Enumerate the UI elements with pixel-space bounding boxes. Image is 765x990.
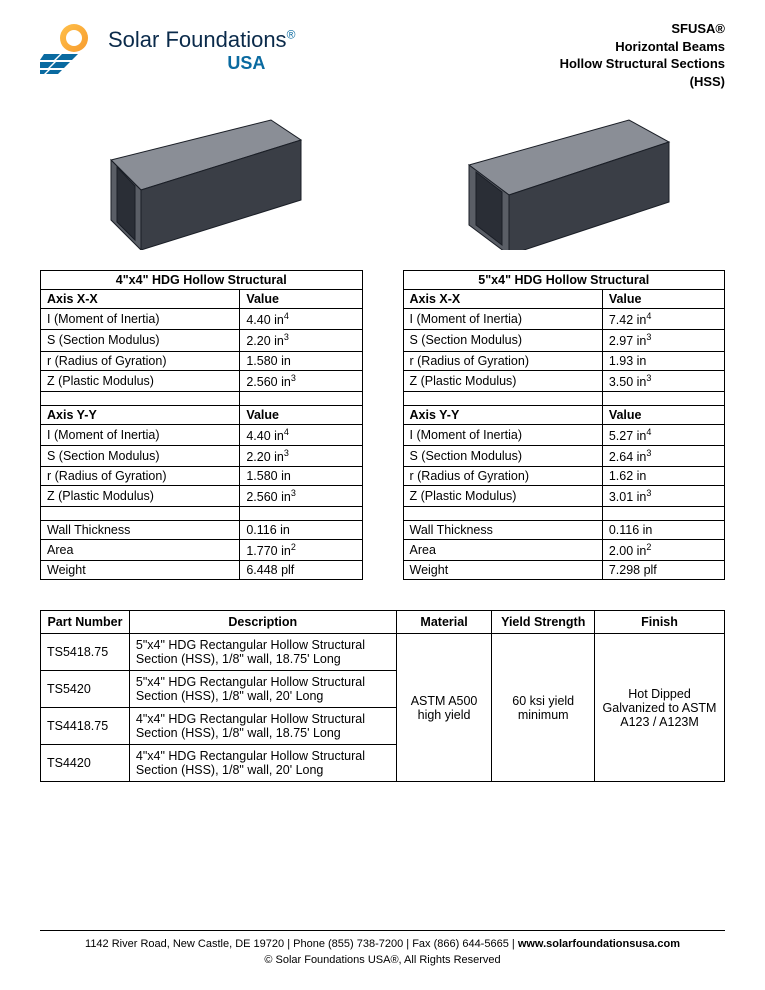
spec-value: 2.20 in3 [240, 445, 362, 466]
spec-value: 0.116 in [240, 521, 362, 540]
spec-value: 0.116 in [602, 521, 724, 540]
spec-property: Wall Thickness [403, 521, 602, 540]
parts-col-header: Yield Strength [492, 611, 595, 634]
spec-tables-row: 4"x4" HDG Hollow StructuralAxis X-XValue… [40, 270, 725, 580]
spec-axis-header: Axis X-X [41, 290, 240, 309]
spec-axis-header: Axis X-X [403, 290, 602, 309]
spec-property: I (Moment of Inertia) [403, 309, 602, 330]
spec-property: S (Section Modulus) [41, 330, 240, 351]
company-usa: USA [108, 53, 265, 74]
part-description: 4"x4" HDG Rectangular Hollow Structural … [129, 745, 396, 782]
spec-property: r (Radius of Gyration) [403, 351, 602, 370]
spec-table: 4"x4" HDG Hollow StructuralAxis X-XValue… [40, 270, 363, 580]
company-name-text: Solar Foundations [108, 27, 287, 52]
spec-property: S (Section Modulus) [403, 445, 602, 466]
spec-value: 2.97 in3 [602, 330, 724, 351]
spec-table-title: 5"x4" HDG Hollow Structural [403, 271, 725, 290]
spec-property: Z (Plastic Modulus) [403, 485, 602, 506]
spec-value: 2.560 in3 [240, 370, 362, 391]
spec-property: Z (Plastic Modulus) [403, 370, 602, 391]
spec-property: S (Section Modulus) [41, 445, 240, 466]
spec-value: 7.298 plf [602, 561, 724, 580]
part-number: TS4418.75 [41, 708, 130, 745]
spec-value: 4.40 in4 [240, 309, 362, 330]
spec-property: I (Moment of Inertia) [41, 309, 240, 330]
beam-images-row [40, 110, 725, 250]
part-number: TS4420 [41, 745, 130, 782]
spec-value: 4.40 in4 [240, 424, 362, 445]
company-name: Solar Foundations® [108, 27, 295, 53]
doc-title-line: Horizontal Beams [560, 38, 725, 56]
spec-value: 6.448 plf [240, 561, 362, 580]
spec-value-header: Value [240, 290, 362, 309]
spec-property: Z (Plastic Modulus) [41, 370, 240, 391]
spec-value: 3.50 in3 [602, 370, 724, 391]
spec-value: 2.00 in2 [602, 540, 724, 561]
doc-title-line: SFUSA® [560, 20, 725, 38]
reg-mark: ® [287, 27, 296, 41]
spec-value: 1.93 in [602, 351, 724, 370]
page-header: Solar Foundations® USA SFUSA® Horizontal… [40, 20, 725, 90]
doc-title-line: Hollow Structural Sections [560, 55, 725, 73]
spec-property: r (Radius of Gyration) [403, 466, 602, 485]
spec-property: I (Moment of Inertia) [41, 424, 240, 445]
beam-5x4-image [403, 110, 726, 250]
part-description: 4"x4" HDG Rectangular Hollow Structural … [129, 708, 396, 745]
part-description: 5"x4" HDG Rectangular Hollow Structural … [129, 634, 396, 671]
spec-value-header: Value [240, 405, 362, 424]
spec-value: 2.560 in3 [240, 485, 362, 506]
page-footer: 1142 River Road, New Castle, DE 19720 | … [40, 930, 725, 968]
footer-contact: 1142 River Road, New Castle, DE 19720 | … [40, 937, 725, 952]
part-description: 5"x4" HDG Rectangular Hollow Structural … [129, 671, 396, 708]
spec-property: r (Radius of Gyration) [41, 466, 240, 485]
spec-property: Weight [403, 561, 602, 580]
spec-property: S (Section Modulus) [403, 330, 602, 351]
logo-block: Solar Foundations® USA [40, 20, 295, 80]
part-number: TS5420 [41, 671, 130, 708]
doc-title-block: SFUSA® Horizontal Beams Hollow Structura… [560, 20, 725, 90]
spec-property: Z (Plastic Modulus) [41, 485, 240, 506]
parts-col-header: Part Number [41, 611, 130, 634]
part-yield: 60 ksi yield minimum [492, 634, 595, 782]
parts-col-header: Finish [595, 611, 725, 634]
logo-icon [40, 20, 100, 80]
parts-table: Part NumberDescriptionMaterialYield Stre… [40, 610, 725, 782]
spec-value: 7.42 in4 [602, 309, 724, 330]
footer-copyright: © Solar Foundations USA®, All Rights Res… [40, 953, 725, 968]
spec-property: I (Moment of Inertia) [403, 424, 602, 445]
part-number: TS5418.75 [41, 634, 130, 671]
beam-4x4-image [40, 110, 363, 250]
part-material: ASTM A500 high yield [396, 634, 492, 782]
spec-value: 1.770 in2 [240, 540, 362, 561]
spec-value: 2.64 in3 [602, 445, 724, 466]
part-finish: Hot Dipped Galvanized to ASTM A123 / A12… [595, 634, 725, 782]
doc-title-line: (HSS) [560, 73, 725, 91]
spec-value-header: Value [602, 405, 724, 424]
spec-value: 2.20 in3 [240, 330, 362, 351]
spec-table: 5"x4" HDG Hollow StructuralAxis X-XValue… [403, 270, 726, 580]
spec-value: 1.580 in [240, 351, 362, 370]
spec-value: 5.27 in4 [602, 424, 724, 445]
spec-value-header: Value [602, 290, 724, 309]
spec-property: Area [403, 540, 602, 561]
parts-col-header: Description [129, 611, 396, 634]
spec-property: Wall Thickness [41, 521, 240, 540]
spec-axis-header: Axis Y-Y [41, 405, 240, 424]
spec-table-title: 4"x4" HDG Hollow Structural [41, 271, 363, 290]
spec-property: r (Radius of Gyration) [41, 351, 240, 370]
spec-value: 1.580 in [240, 466, 362, 485]
spec-value: 3.01 in3 [602, 485, 724, 506]
spec-property: Weight [41, 561, 240, 580]
spec-value: 1.62 in [602, 466, 724, 485]
parts-col-header: Material [396, 611, 492, 634]
spec-property: Area [41, 540, 240, 561]
spec-axis-header: Axis Y-Y [403, 405, 602, 424]
